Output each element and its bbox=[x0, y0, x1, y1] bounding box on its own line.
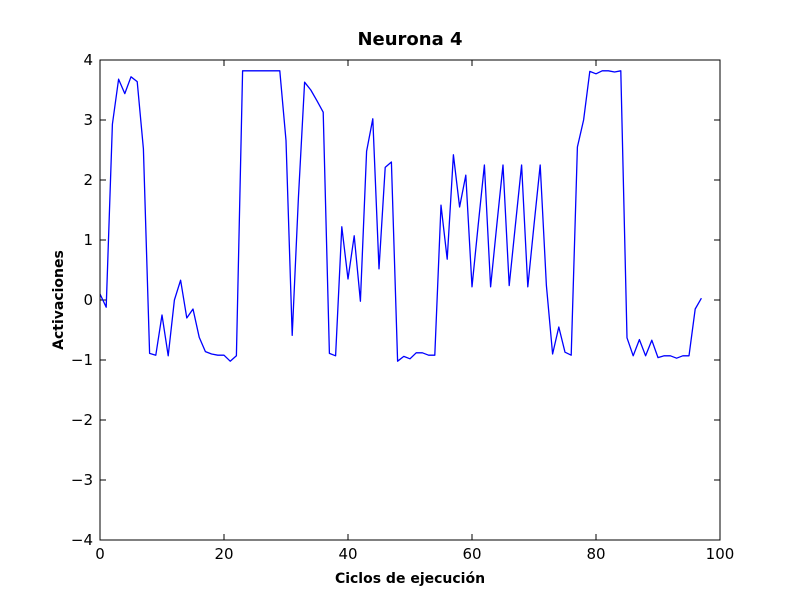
axis-ticks bbox=[99, 59, 721, 541]
x-axis-label: Ciclos de ejecución bbox=[335, 571, 485, 587]
y-tick-label: 0 bbox=[83, 291, 93, 309]
x-tick-label: 20 bbox=[214, 545, 233, 563]
y-tick-label: 2 bbox=[83, 171, 93, 189]
y-tick-label: 1 bbox=[83, 231, 93, 249]
tick-labels: 0 20 40 60 80 100 −4 −3 −2 −1 0 1 2 3 4 bbox=[71, 51, 734, 563]
plot-frame bbox=[99, 59, 721, 541]
y-axis-label: Activaciones bbox=[51, 250, 67, 350]
y-tick-label: 4 bbox=[83, 51, 93, 69]
y-tick-label: −2 bbox=[71, 411, 93, 429]
x-tick-label: 40 bbox=[338, 545, 357, 563]
x-tick-label: 80 bbox=[586, 545, 605, 563]
x-tick-label: 100 bbox=[706, 545, 735, 563]
series-line-neurona-4 bbox=[99, 70, 702, 362]
x-tick-label: 60 bbox=[462, 545, 481, 563]
y-tick-label: 3 bbox=[83, 111, 93, 129]
y-tick-label: −3 bbox=[71, 471, 93, 489]
chart-title: Neurona 4 bbox=[357, 29, 462, 50]
y-tick-label: −1 bbox=[71, 351, 93, 369]
y-tick-label: −4 bbox=[71, 531, 93, 549]
x-tick-label: 0 bbox=[95, 545, 105, 563]
